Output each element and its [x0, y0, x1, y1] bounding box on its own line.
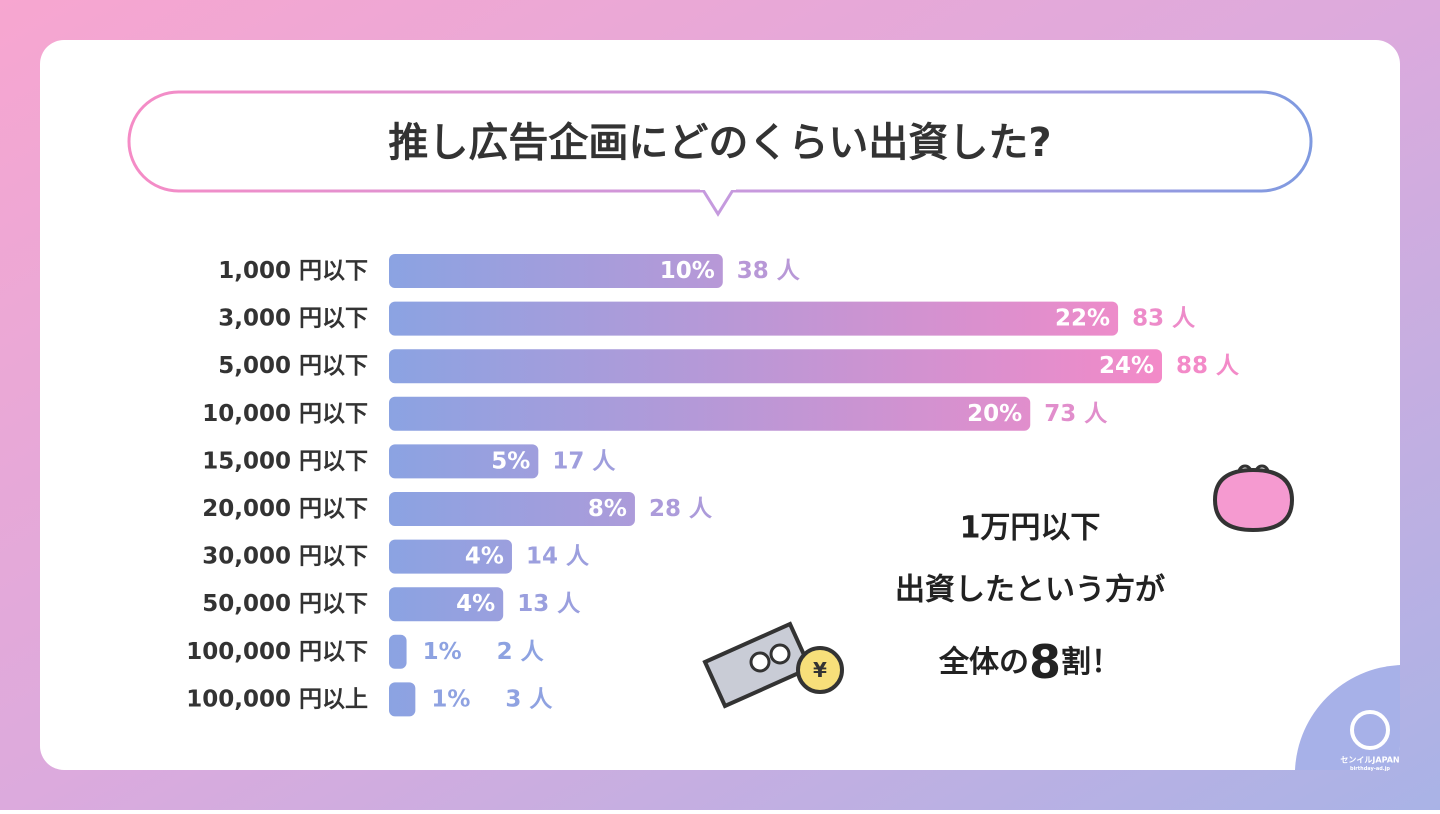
- annotation-line: 1万円以下: [960, 511, 1101, 546]
- bar: [389, 396, 1031, 431]
- svg-text:¥: ¥: [813, 658, 827, 682]
- bar: [389, 254, 723, 288]
- bar: [389, 587, 504, 622]
- y-tick-label: 100,000 円以上: [186, 686, 368, 712]
- y-tick-label: 5,000 円以下: [218, 353, 368, 379]
- y-tick-label: 10,000 円以下: [202, 401, 368, 427]
- bubble-tail: [701, 189, 735, 217]
- chart-title: 推し広告企画にどのくらい出資した?: [388, 120, 1051, 166]
- y-tick-label: 50,000 円以下: [202, 591, 368, 617]
- bar: [389, 682, 416, 717]
- bar: [389, 444, 539, 479]
- percent-label: 8%: [588, 496, 627, 522]
- logo-bg: [1295, 665, 1400, 770]
- y-tick-label: 15,000 円以下: [202, 448, 368, 474]
- bar: [389, 349, 1162, 384]
- annotation-part: 全体の: [938, 645, 1029, 680]
- percent-label: 4%: [456, 591, 495, 617]
- annotation-number: 8: [1029, 635, 1061, 689]
- value-label: 17 人: [552, 448, 616, 474]
- annotation-line: 全体の8割！: [938, 635, 1121, 689]
- percent-label: 20%: [967, 401, 1022, 427]
- percent-label: 4%: [465, 544, 504, 570]
- logo-name: センイルJAPAN: [1340, 756, 1399, 765]
- money-icon: ¥: [702, 621, 844, 709]
- bar: [389, 634, 407, 669]
- y-tick-label: 100,000 円以下: [186, 639, 368, 665]
- value-label: 73 人: [1044, 401, 1108, 427]
- percent-label: 24%: [1099, 353, 1154, 379]
- percent-label: 1%: [423, 639, 462, 665]
- bar: [389, 301, 1119, 336]
- tail-gap: [700, 186, 736, 190]
- value-label: 13 人: [517, 591, 581, 617]
- annotation-line: 出資したという方が: [895, 573, 1165, 608]
- y-tick-label: 20,000 円以下: [202, 496, 368, 522]
- percent-label: 5%: [491, 448, 530, 474]
- y-tick-label: 30,000 円以下: [202, 544, 368, 570]
- purse-icon: [1212, 464, 1295, 533]
- value-label: 2 人: [497, 639, 545, 665]
- value-label: 3 人: [505, 686, 553, 712]
- value-label: 83 人: [1132, 306, 1196, 332]
- y-tick-label: 3,000 円以下: [218, 306, 368, 332]
- y-tick-label: 1,000 円以下: [218, 258, 368, 284]
- value-label: 38 人: [737, 258, 801, 284]
- value-label: 88 人: [1176, 353, 1240, 379]
- percent-label: 10%: [660, 258, 715, 284]
- percent-label: 22%: [1055, 306, 1110, 332]
- value-label: 28 人: [649, 496, 713, 522]
- annotation-part: 割！: [1061, 645, 1121, 680]
- percent-label: 1%: [431, 686, 470, 712]
- logo-url: birthday-ad.jp: [1350, 766, 1390, 772]
- logo-mark: [1350, 710, 1390, 750]
- value-label: 14 人: [526, 544, 590, 570]
- bar: [389, 492, 635, 526]
- bar: [389, 539, 512, 574]
